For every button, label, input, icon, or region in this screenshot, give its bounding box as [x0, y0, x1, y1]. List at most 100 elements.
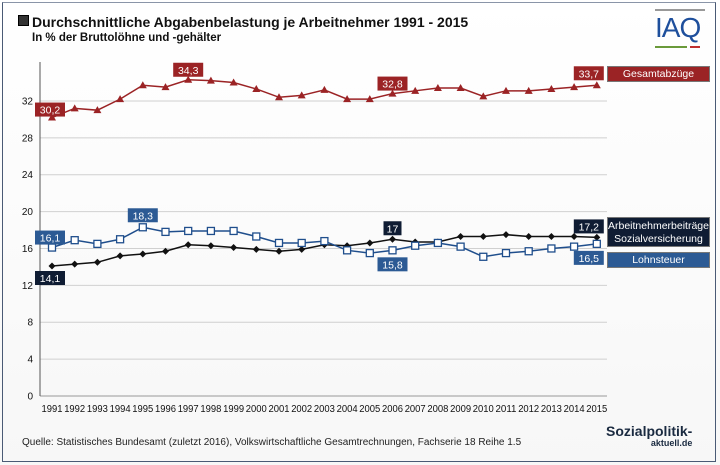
data-point-square: [411, 241, 420, 250]
x-tick-label: 1996: [155, 404, 176, 415]
data-point-triangle: [547, 84, 556, 92]
data-point-square: [342, 246, 352, 255]
data-point-triangle: [70, 104, 79, 112]
x-tick-label: 1991: [42, 404, 63, 415]
legend-arbeitnehmerbeitraege: Arbeitnehmerbeiträge Sozialversicherung: [607, 217, 710, 247]
brand-text: Sozialpolitik-: [606, 423, 693, 439]
data-point-square: [547, 244, 556, 253]
data-point-triangle: [524, 86, 533, 94]
y-tick-label: 8: [27, 318, 33, 329]
data-label-box: [173, 62, 204, 77]
data-point-triangle: [48, 113, 56, 121]
data-point-diamond: [547, 232, 555, 240]
legend-label-line2: Sozialversicherung: [614, 233, 703, 245]
legend-label: Gesamtabzüge: [622, 68, 695, 80]
legend-label: Lohnsteuer: [632, 254, 685, 266]
x-tick-label: 2008: [427, 404, 448, 415]
data-point-triangle: [592, 81, 601, 89]
data-point-diamond: [207, 242, 215, 250]
x-tick-label: 1993: [87, 404, 108, 415]
x-tick-label: 2011: [496, 404, 517, 415]
sozialpolitik-logo: Sozialpolitik-aktuell.de: [606, 423, 693, 449]
data-point-square: [297, 238, 306, 248]
data-point-diamond: [389, 235, 396, 243]
x-tick-label: 2004: [337, 404, 358, 415]
data-label-box: [377, 257, 408, 272]
data-label: 34,3: [178, 65, 199, 77]
x-tick-label: 1994: [110, 404, 131, 415]
data-label: 18,3: [133, 210, 154, 222]
data-point-triangle: [93, 106, 102, 114]
data-point-triangle: [184, 75, 193, 83]
y-tick-label: 12: [22, 281, 34, 292]
data-point-diamond: [275, 247, 283, 255]
data-point-diamond: [230, 244, 238, 252]
data-point-square: [501, 248, 511, 258]
data-point-diamond: [366, 239, 374, 247]
data-point-triangle: [479, 92, 488, 100]
data-point-triangle: [275, 93, 283, 101]
data-point-square: [252, 232, 261, 241]
data-point-square: [70, 236, 79, 245]
data-point-square: [138, 223, 147, 232]
data-point-square: [320, 236, 329, 246]
legend-gesamtabzuege: Gesamtabzüge: [607, 66, 710, 82]
data-label-box: [573, 66, 604, 81]
y-tick-label: 0: [27, 392, 33, 403]
chart-subtitle: In % der Bruttolöhne und -gehälter: [32, 32, 222, 44]
data-point-diamond: [139, 250, 147, 258]
data-point-triangle: [116, 95, 125, 103]
series-line-0: [51, 78, 597, 119]
data-point-diamond: [48, 262, 56, 270]
data-point-diamond: [570, 232, 578, 240]
data-label-box: [35, 102, 65, 117]
data-point-square: [115, 235, 125, 244]
x-tick-label: 1997: [178, 404, 199, 415]
x-tick-label: 1999: [223, 404, 244, 415]
data-label: 16,1: [40, 233, 61, 245]
data-point-diamond: [184, 241, 192, 249]
data-label: 14,1: [40, 273, 61, 285]
legend-label-line1: Arbeitnehmerbeiträge: [608, 220, 709, 232]
data-point-triangle: [343, 95, 352, 103]
logo-text: IAQ: [655, 12, 701, 43]
data-label: 16,5: [579, 253, 600, 265]
x-tick-label: 2012: [518, 404, 539, 415]
x-tick-label: 2014: [564, 404, 585, 415]
data-point-triangle: [161, 83, 170, 91]
data-point-square: [365, 248, 374, 258]
data-point-square: [456, 242, 465, 251]
y-tick-label: 28: [22, 133, 34, 144]
data-point-diamond: [162, 247, 169, 255]
source-note: Quelle: Statistisches Bundesamt (zuletzt…: [22, 437, 522, 448]
x-tick-label: 2002: [291, 404, 312, 415]
data-point-square: [524, 247, 533, 256]
data-point-square: [388, 246, 397, 255]
x-tick-label: 2003: [314, 404, 335, 415]
iaq-logo: IAQ: [655, 9, 705, 48]
data-point-square: [93, 239, 102, 249]
data-point-diamond: [502, 231, 510, 239]
data-point-triangle: [433, 84, 442, 92]
x-tick-label: 1995: [132, 404, 153, 415]
x-tick-label: 2007: [405, 404, 426, 415]
data-point-triangle: [252, 84, 261, 92]
data-point-diamond: [479, 232, 487, 240]
data-point-square: [479, 252, 488, 261]
x-tick-label: 2005: [359, 404, 380, 415]
brand-subtext: aktuell.de: [650, 438, 693, 448]
data-point-diamond: [116, 252, 124, 260]
data-label: 33,7: [579, 68, 600, 80]
x-tick-label: 1992: [64, 404, 85, 415]
data-point-triangle: [320, 85, 329, 93]
data-point-diamond: [252, 245, 260, 253]
data-point-triangle: [570, 83, 579, 91]
x-tick-label: 2006: [382, 404, 403, 415]
data-label-box: [35, 230, 65, 245]
y-tick-label: 24: [22, 170, 34, 181]
data-label: 30,2: [40, 105, 61, 117]
data-label: 17: [387, 223, 399, 235]
data-point-diamond: [93, 258, 101, 266]
